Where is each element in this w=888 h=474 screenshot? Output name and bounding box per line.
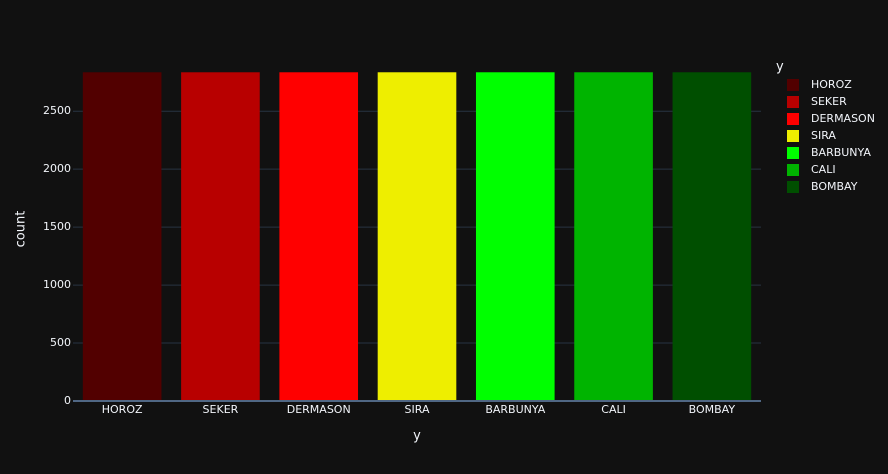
legend-swatch bbox=[787, 79, 799, 91]
x-tick-label: SEKER bbox=[203, 403, 239, 416]
y-axis-title: count bbox=[14, 211, 29, 248]
legend-swatch bbox=[787, 181, 799, 193]
x-axis-title: y bbox=[413, 429, 421, 444]
x-tick-label: SIRA bbox=[405, 403, 430, 416]
legend-label: SIRA bbox=[811, 129, 836, 142]
legend-swatch bbox=[787, 147, 799, 159]
legend-swatch bbox=[787, 113, 799, 125]
x-tick-label: BARBUNYA bbox=[485, 403, 545, 416]
y-tick-label: 1500 bbox=[43, 220, 71, 233]
bar bbox=[475, 72, 555, 401]
y-tick-label: 1000 bbox=[43, 278, 71, 291]
legend-label: CALI bbox=[811, 163, 836, 176]
bar bbox=[377, 72, 457, 401]
legend-swatch bbox=[787, 96, 799, 108]
legend-label: DERMASON bbox=[811, 112, 875, 125]
x-tick-label: BOMBAY bbox=[689, 403, 736, 416]
bar bbox=[672, 72, 752, 401]
legend-label: SEKER bbox=[811, 95, 847, 108]
legend-label: BOMBAY bbox=[811, 180, 858, 193]
legend-swatch bbox=[787, 130, 799, 142]
y-tick-label: 500 bbox=[50, 336, 71, 349]
y-tick-label: 0 bbox=[64, 394, 71, 407]
bar bbox=[574, 72, 653, 401]
x-tick-label: CALI bbox=[601, 403, 626, 416]
y-tick-label: 2500 bbox=[43, 104, 71, 117]
legend-title: y bbox=[776, 60, 784, 75]
legend-label: HOROZ bbox=[811, 78, 852, 91]
y-tick-label: 2000 bbox=[43, 162, 71, 175]
x-tick-label: HOROZ bbox=[102, 403, 143, 416]
legend-label: BARBUNYA bbox=[811, 146, 871, 159]
bar bbox=[181, 72, 260, 401]
bar bbox=[279, 72, 359, 401]
bar bbox=[82, 72, 162, 401]
x-tick-label: DERMASON bbox=[287, 403, 351, 416]
legend-swatch bbox=[787, 164, 799, 176]
